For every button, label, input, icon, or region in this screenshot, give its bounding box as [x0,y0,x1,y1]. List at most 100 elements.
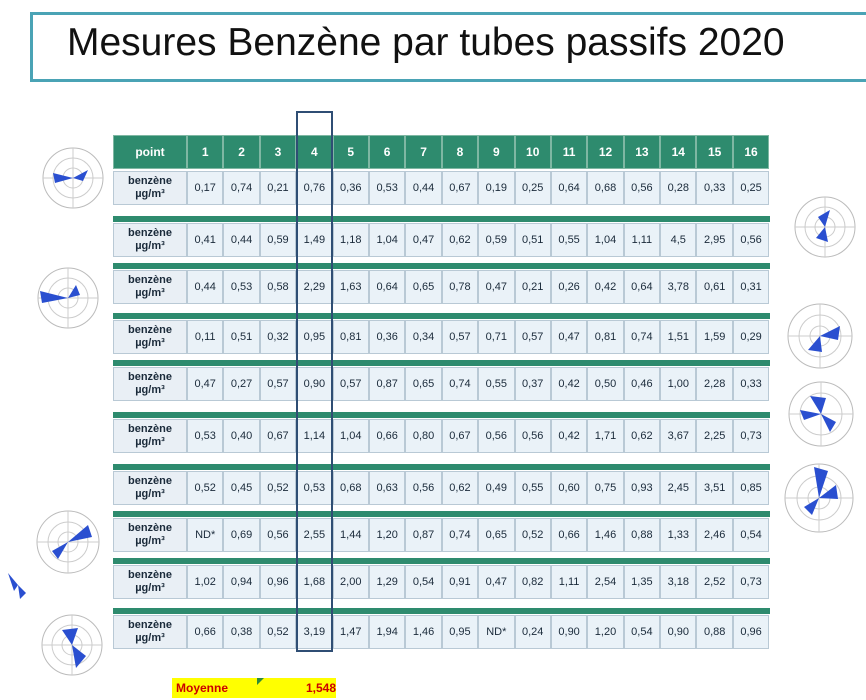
value-cell: 2,54 [587,565,624,599]
header-point-cell: 13 [623,135,661,169]
value-cell: 1,18 [332,223,369,257]
value-cell: 0,25 [732,171,770,205]
value-cell: 0,41 [187,223,224,257]
header-strip [113,511,770,517]
benzene-table: point 1 2 3 4 5 6 7 8 9 10 11 12 13 14 15 16 benzène µg/m³… [113,135,770,650]
row-label-line2: µg/m³ [135,384,165,396]
value-cell: 0,47 [478,270,515,304]
header-point-cell: 9 [478,135,515,169]
value-cell: 3,78 [660,270,697,304]
value-cell: 0,11 [187,320,224,354]
value-cell: 1,33 [660,518,697,552]
value-cell: 0,53 [187,419,224,453]
value-cell: 0,74 [223,171,260,205]
value-cell: 1,47 [332,615,369,649]
wind-rose-icon [37,267,99,329]
value-cell: 0,90 [550,615,588,649]
value-cell: 0,62 [441,223,479,257]
value-cell: 0,56 [478,419,515,453]
value-cell: 0,60 [550,471,588,505]
value-cell: 1,20 [368,518,406,552]
value-cell: 0,27 [223,367,260,401]
value-cell: 0,51 [223,320,260,354]
value-cell: 1,11 [623,223,661,257]
wind-rose-icon [788,381,854,447]
cell-comment-marker [257,678,264,685]
value-cell: 0,56 [732,223,770,257]
value-cell: 0,21 [514,270,551,304]
value-cell: 0,46 [623,367,661,401]
value-cell: 0,68 [332,471,369,505]
row-label-line1: benzène [127,324,172,336]
value-cell: 0,53 [368,171,406,205]
value-cell: 0,96 [259,565,297,599]
value-cell: 2,55 [296,518,333,552]
value-cell: 1,02 [187,565,224,599]
title-box: Mesures Benzène par tubes passifs 2020 [30,12,866,82]
data-row: benzène µg/m³ 0,41 0,44 0,59 1,49 1,18 1,04 0,47… [113,223,770,257]
row-label-line2: µg/m³ [135,240,165,252]
header-row: point 1 2 3 4 5 6 7 8 9 10 11 12 13 14 15 16 [113,135,770,169]
value-cell: 0,42 [587,270,624,304]
value-cell: 0,57 [332,367,369,401]
header-strip [113,608,770,614]
row-label-line1: benzène [127,175,172,187]
row-label-line1: benzène [127,274,172,286]
value-cell: 0,52 [259,615,297,649]
value-cell: 0,67 [441,171,479,205]
header-strip [113,263,770,269]
value-cell: 2,52 [696,565,733,599]
value-cell: 0,62 [441,471,479,505]
value-cell: 0,90 [296,367,333,401]
value-cell: 0,56 [623,171,661,205]
value-cell: 0,57 [514,320,551,354]
value-cell: 1,49 [296,223,333,257]
value-cell: 0,96 [732,615,770,649]
header-point-cell: 6 [368,135,406,169]
value-cell: 0,74 [441,367,479,401]
value-cell: 1,00 [660,367,697,401]
value-cell: 1,63 [332,270,369,304]
header-point-cell: 1 [187,135,224,169]
value-cell: 0,63 [368,471,406,505]
value-cell: 0,36 [368,320,406,354]
value-cell: 0,71 [478,320,515,354]
value-cell: 0,42 [550,367,588,401]
header-strip [113,558,770,564]
data-row: benzène µg/m³ 0,53 0,40 0,67 1,14 1,04 0,66 0,80… [113,419,770,453]
value-cell: 0,73 [732,419,770,453]
value-cell: 0,87 [405,518,442,552]
value-cell: 0,59 [478,223,515,257]
value-cell: 0,44 [223,223,260,257]
value-cell: 1,71 [587,419,624,453]
value-cell: 0,47 [405,223,442,257]
value-cell: 0,54 [405,565,442,599]
value-cell: 0,69 [223,518,260,552]
value-cell: 0,55 [478,367,515,401]
header-label-cell: point [113,135,187,169]
data-row: benzène µg/m³ 1,02 0,94 0,96 1,68 2,00 1,29 0,54… [113,565,770,599]
value-cell: 0,25 [514,171,551,205]
value-cell: 0,56 [405,471,442,505]
header-strip [113,464,770,470]
value-cell: 2,45 [660,471,697,505]
value-cell: 1,04 [332,419,369,453]
value-cell: 0,33 [732,367,770,401]
data-row: benzène µg/m³ 0,47 0,27 0,57 0,90 0,57 0,87 0,65… [113,367,770,401]
wind-rose-icon [42,147,104,209]
row-label-line1: benzène [127,619,172,631]
value-cell: 0,34 [405,320,442,354]
row-label-line2: µg/m³ [135,582,165,594]
header-point-cell: 12 [587,135,624,169]
header-strip [113,360,770,366]
value-cell: 0,73 [732,565,770,599]
value-cell: 1,29 [368,565,406,599]
header-point-cell: 15 [696,135,733,169]
value-cell: 2,25 [696,419,733,453]
value-cell: 0,74 [623,320,661,354]
header-point-cell: 16 [732,135,770,169]
value-cell: 0,80 [405,419,442,453]
value-cell: 0,64 [368,270,406,304]
value-cell: 0,53 [223,270,260,304]
value-cell: 0,64 [550,171,588,205]
